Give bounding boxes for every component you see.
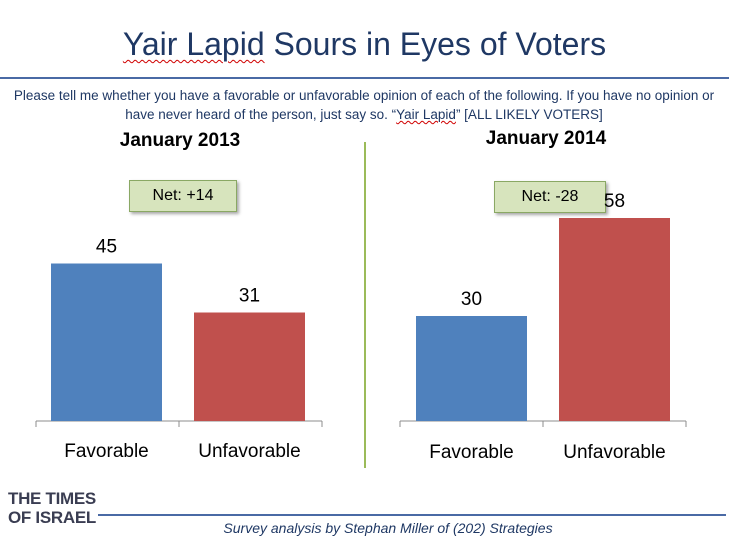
footer-credit: Survey analysis by Stephan Miller of (20… xyxy=(223,520,553,536)
survey-question: Please tell me whether you have a favora… xyxy=(4,86,724,124)
panel-title-2013: January 2013 xyxy=(119,130,241,151)
footer-rule xyxy=(98,514,726,516)
category-label-1-0: Favorable xyxy=(429,442,514,463)
question-text-2: ” [ALL LIKELY VOTERS] xyxy=(455,107,603,122)
category-label-1-1: Unfavorable xyxy=(563,442,665,463)
data-label-1-0: 30 xyxy=(461,289,482,310)
bar-1-favorable xyxy=(416,316,527,421)
panel-title-2014: January 2014 xyxy=(485,128,607,149)
times-of-israel-logo: THE TIMES OF ISRAEL xyxy=(8,489,96,527)
data-label-0-0: 45 xyxy=(96,237,117,258)
page-title: Yair Lapid Sours in Eyes of Voters xyxy=(0,26,729,63)
net-badge-2014: Net: -28 xyxy=(494,181,606,213)
data-label-1-1: 58 xyxy=(604,191,625,212)
title-underline xyxy=(0,77,729,79)
data-label-0-1: 31 xyxy=(239,286,260,307)
title-rest: Sours in Eyes of Voters xyxy=(264,26,607,62)
logo-line-1: THE TIMES xyxy=(8,489,96,508)
category-label-0-1: Unfavorable xyxy=(198,441,300,462)
category-label-0-0: Favorable xyxy=(64,441,149,462)
question-text-1: Please tell me whether you have a favora… xyxy=(13,88,715,122)
bar-0-favorable xyxy=(51,263,162,421)
bar-1-unfavorable xyxy=(559,218,670,421)
logo-line-2: OF ISRAEL xyxy=(8,508,96,527)
question-name: Yair Lapid xyxy=(396,107,456,122)
net-badge-2013: Net: +14 xyxy=(129,180,237,212)
bar-0-unfavorable xyxy=(194,312,305,421)
title-name: Yair Lapid xyxy=(122,26,265,62)
panel-divider xyxy=(364,142,366,468)
